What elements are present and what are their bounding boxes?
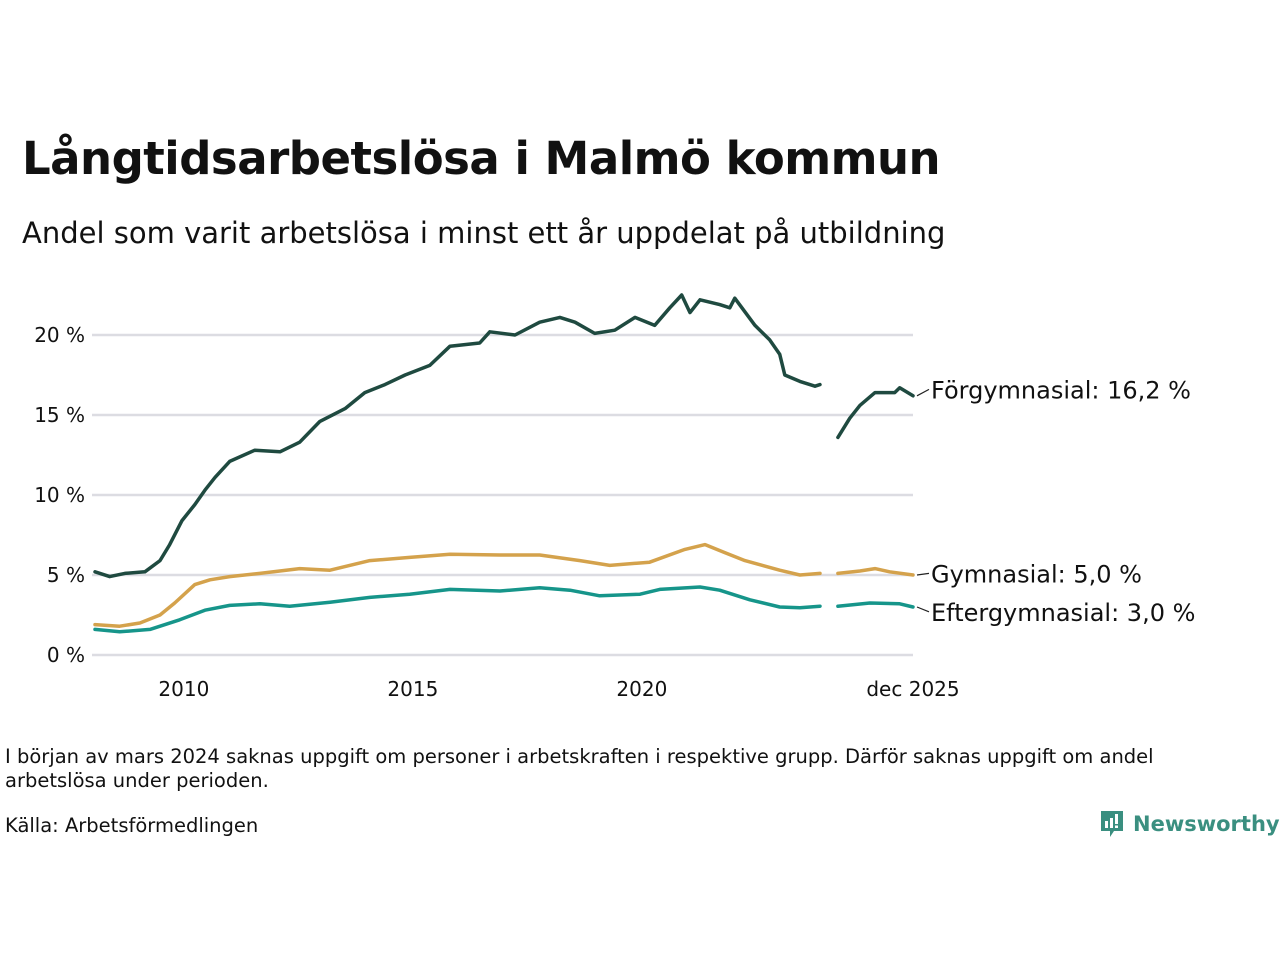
series-line-eftergymnasial xyxy=(836,601,915,609)
x-tick-label: dec 2025 xyxy=(866,677,959,701)
newsworthy-logo-icon xyxy=(1101,811,1123,837)
chart-subtitle: Andel som varit arbetslösa i minst ett å… xyxy=(22,216,946,250)
y-tick-label: 10 % xyxy=(34,483,85,507)
series-line-förgymnasial xyxy=(836,386,915,440)
series-line-gymnasial xyxy=(836,566,915,577)
series-line-gymnasial xyxy=(93,542,822,628)
series-label-gymnasial: Gymnasial: 5,0 % xyxy=(931,560,1142,588)
x-tick-label: 2020 xyxy=(616,677,667,701)
label-connector xyxy=(916,606,930,613)
footnote: I början av mars 2024 saknas uppgift om … xyxy=(5,745,1154,792)
series-line-förgymnasial xyxy=(93,293,822,579)
y-tick-label: 20 % xyxy=(34,323,85,347)
y-tick-label: 0 % xyxy=(47,643,85,667)
series-label-förgymnasial: Förgymnasial: 16,2 % xyxy=(931,376,1191,404)
series-label-eftergymnasial: Eftergymnasial: 3,0 % xyxy=(931,599,1195,627)
logo-text: Newsworthy xyxy=(1133,812,1280,836)
source-text: Källa: Arbetsförmedlingen xyxy=(5,814,259,837)
label-connector xyxy=(916,388,930,397)
y-tick-label: 5 % xyxy=(47,563,85,587)
x-tick-label: 2010 xyxy=(158,677,209,701)
y-tick-label: 15 % xyxy=(34,403,85,427)
series-line-eftergymnasial xyxy=(93,585,822,634)
x-tick-label: 2015 xyxy=(387,677,438,701)
newsworthy-logo[interactable]: Newsworthy xyxy=(1099,809,1280,839)
chart-title: Långtidsarbetslösa i Malmö kommun xyxy=(22,132,941,185)
label-connector xyxy=(916,572,930,576)
